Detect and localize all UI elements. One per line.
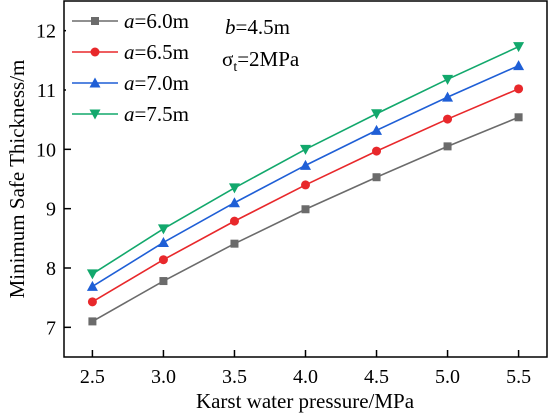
data-point bbox=[301, 205, 310, 214]
data-point bbox=[514, 84, 524, 94]
annotation-b-var: b bbox=[225, 15, 236, 39]
legend-item: a=7.0m bbox=[72, 71, 189, 95]
x-tick-label: 2.5 bbox=[80, 366, 105, 388]
annotation-sigma-symbol: σ bbox=[222, 47, 233, 71]
annotation-b: b=4.5m bbox=[225, 15, 290, 39]
data-point bbox=[372, 146, 382, 156]
data-point bbox=[157, 224, 169, 235]
legend-label: a=7.5m bbox=[124, 102, 189, 126]
data-point bbox=[371, 109, 383, 120]
data-point bbox=[86, 269, 98, 280]
legend-marker bbox=[89, 109, 101, 120]
data-point bbox=[158, 255, 168, 265]
legend-marker bbox=[90, 47, 100, 57]
y-tick-label: 7 bbox=[46, 317, 56, 339]
data-point bbox=[86, 280, 98, 291]
legend-marker bbox=[91, 17, 99, 25]
annotation-b-value: =4.5m bbox=[236, 15, 290, 39]
annotation-sigma: σt=2MPa bbox=[222, 47, 300, 75]
series-3 bbox=[86, 60, 525, 291]
data-point bbox=[300, 159, 311, 170]
y-tick-label: 8 bbox=[46, 258, 56, 280]
data-point bbox=[443, 114, 453, 124]
data-point bbox=[514, 113, 523, 122]
y-tick-label: 10 bbox=[36, 139, 56, 161]
series-layer bbox=[86, 42, 525, 326]
x-tick-label: 5.0 bbox=[435, 366, 460, 388]
legend: a=6.0m a=6.5m a=7.0m a=7.5m bbox=[66, 3, 314, 143]
parameter-annotation: b=4.5m σt=2MPa bbox=[222, 15, 300, 75]
y-tick-label: 12 bbox=[36, 21, 56, 43]
data-point bbox=[87, 297, 97, 307]
data-point bbox=[372, 173, 381, 182]
legend-item: a=7.5m bbox=[72, 102, 189, 126]
series-1 bbox=[88, 113, 523, 326]
data-point bbox=[301, 180, 310, 190]
legend-marker bbox=[89, 77, 101, 88]
legend-label: a=7.0m bbox=[124, 71, 189, 95]
data-point bbox=[228, 197, 240, 208]
data-point bbox=[88, 317, 97, 326]
legend-label: a=6.0m bbox=[124, 9, 189, 33]
data-point bbox=[230, 239, 239, 248]
series-4 bbox=[86, 42, 525, 280]
data-point bbox=[513, 60, 525, 71]
y-tick-label: 11 bbox=[37, 80, 56, 102]
data-point bbox=[157, 236, 169, 247]
x-tick-label: 3.5 bbox=[222, 366, 247, 388]
data-point bbox=[228, 183, 240, 194]
data-point bbox=[442, 74, 454, 85]
x-tick-label: 3.0 bbox=[151, 366, 176, 388]
axes-layer: 2.5 3.0 3.5 4.0 4.5 5.0 5.5 7 8 9 10 11 12 bbox=[36, 21, 531, 388]
legend-label: a=6.5m bbox=[124, 40, 189, 64]
legend-item: a=6.5m bbox=[72, 40, 189, 64]
x-tick-label: 4.0 bbox=[293, 366, 318, 388]
data-point bbox=[229, 216, 239, 226]
y-axis-title: Minimum Safe Thickness/m bbox=[5, 60, 29, 299]
legend-item: a=6.0m bbox=[72, 9, 189, 33]
data-point bbox=[442, 91, 454, 102]
annotation-sigma-value: =2MPa bbox=[237, 47, 300, 71]
data-point bbox=[159, 277, 168, 286]
data-point bbox=[371, 124, 383, 135]
x-tick-label: 5.5 bbox=[506, 366, 531, 388]
data-point bbox=[513, 42, 525, 53]
y-tick-label: 9 bbox=[46, 199, 56, 221]
x-tick-label: 4.5 bbox=[364, 366, 389, 388]
annotation-sigma-sub: t bbox=[233, 60, 237, 75]
series-2 bbox=[87, 84, 524, 307]
data-point bbox=[443, 142, 452, 151]
x-axis-title: Karst water pressure/MPa bbox=[196, 389, 415, 413]
data-point bbox=[300, 144, 311, 155]
